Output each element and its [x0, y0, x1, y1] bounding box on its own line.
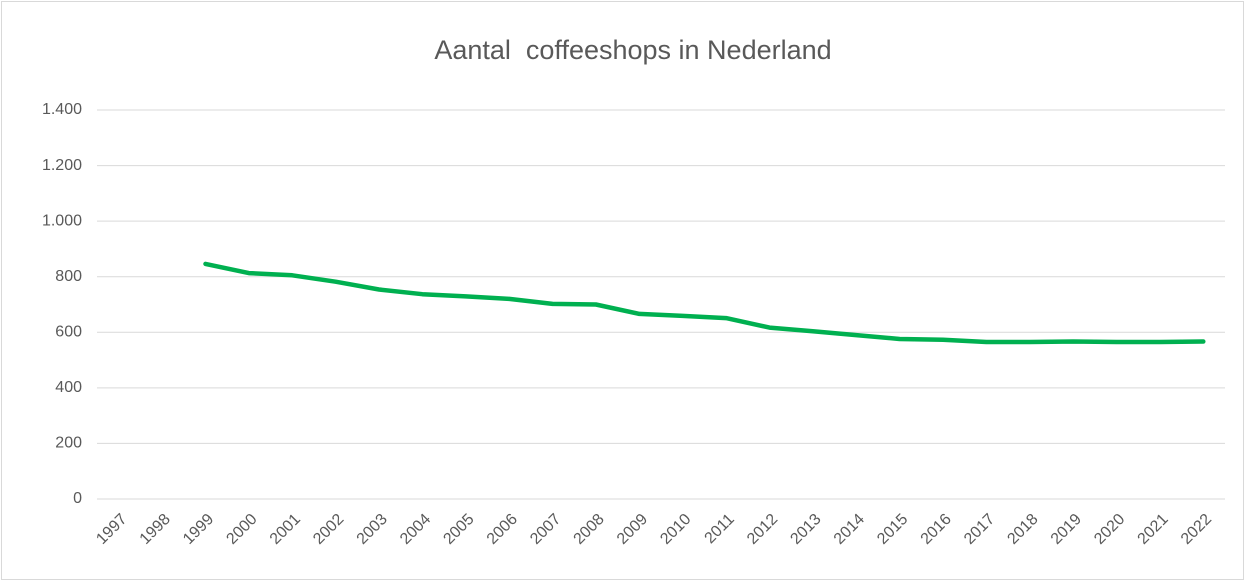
chart-title: Aantal coffeeshops in Nederland [434, 35, 831, 65]
y-tick-label: 0 [73, 490, 82, 507]
y-tick-label: 1.200 [42, 157, 82, 174]
y-tick-label: 600 [55, 324, 82, 341]
y-tick-label: 800 [55, 268, 82, 285]
data-line [203, 261, 1206, 345]
y-tick-label: 400 [55, 379, 82, 396]
y-tick-label: 1.400 [42, 101, 82, 118]
y-tick-label: 200 [55, 435, 82, 452]
y-tick-label: 1.000 [42, 212, 82, 229]
